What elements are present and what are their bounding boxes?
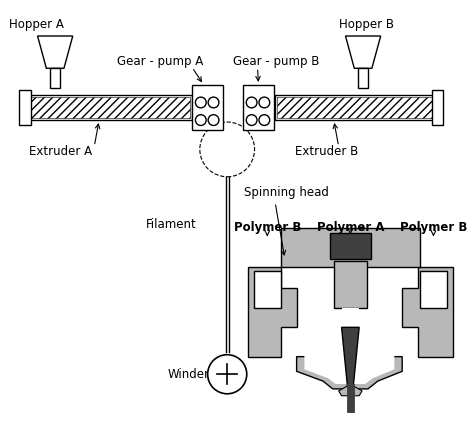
Bar — [275, 95, 433, 120]
Polygon shape — [37, 36, 73, 68]
Bar — [50, 68, 60, 88]
Polygon shape — [338, 386, 362, 396]
Circle shape — [208, 97, 219, 108]
Circle shape — [246, 115, 257, 125]
Text: Hopper B: Hopper B — [338, 19, 393, 32]
Polygon shape — [342, 327, 359, 386]
Circle shape — [259, 115, 270, 125]
Circle shape — [195, 115, 206, 125]
Text: Gear - pump B: Gear - pump B — [233, 55, 319, 68]
Text: Gear - pump A: Gear - pump A — [117, 55, 203, 68]
Polygon shape — [297, 357, 402, 389]
Text: Spinning head: Spinning head — [244, 186, 328, 199]
Text: Hopper A: Hopper A — [9, 19, 64, 32]
Bar — [342, 308, 359, 327]
Bar — [358, 68, 368, 88]
Bar — [330, 234, 371, 259]
Circle shape — [259, 97, 270, 108]
Polygon shape — [402, 267, 453, 357]
Bar — [31, 96, 190, 118]
Bar — [19, 90, 31, 125]
Text: Winder: Winder — [168, 368, 210, 381]
Bar — [420, 271, 447, 308]
Bar — [254, 271, 281, 308]
Circle shape — [208, 115, 219, 125]
Polygon shape — [346, 36, 381, 68]
Text: Extruder A: Extruder A — [29, 145, 92, 158]
Bar — [281, 228, 420, 267]
Text: Filament: Filament — [146, 218, 197, 231]
Circle shape — [246, 97, 257, 108]
Text: Polymer B: Polymer B — [234, 221, 301, 234]
Text: Extruder B: Extruder B — [295, 145, 358, 158]
Bar — [29, 95, 192, 120]
Text: Polymer B: Polymer B — [400, 221, 467, 234]
Bar — [431, 90, 443, 125]
Text: Polymer A: Polymer A — [317, 221, 384, 234]
Bar — [243, 85, 274, 130]
Bar — [192, 85, 223, 130]
Bar — [277, 96, 431, 118]
Circle shape — [195, 97, 206, 108]
Bar — [334, 261, 367, 308]
Polygon shape — [248, 267, 297, 357]
Circle shape — [208, 354, 247, 394]
Polygon shape — [304, 354, 394, 384]
